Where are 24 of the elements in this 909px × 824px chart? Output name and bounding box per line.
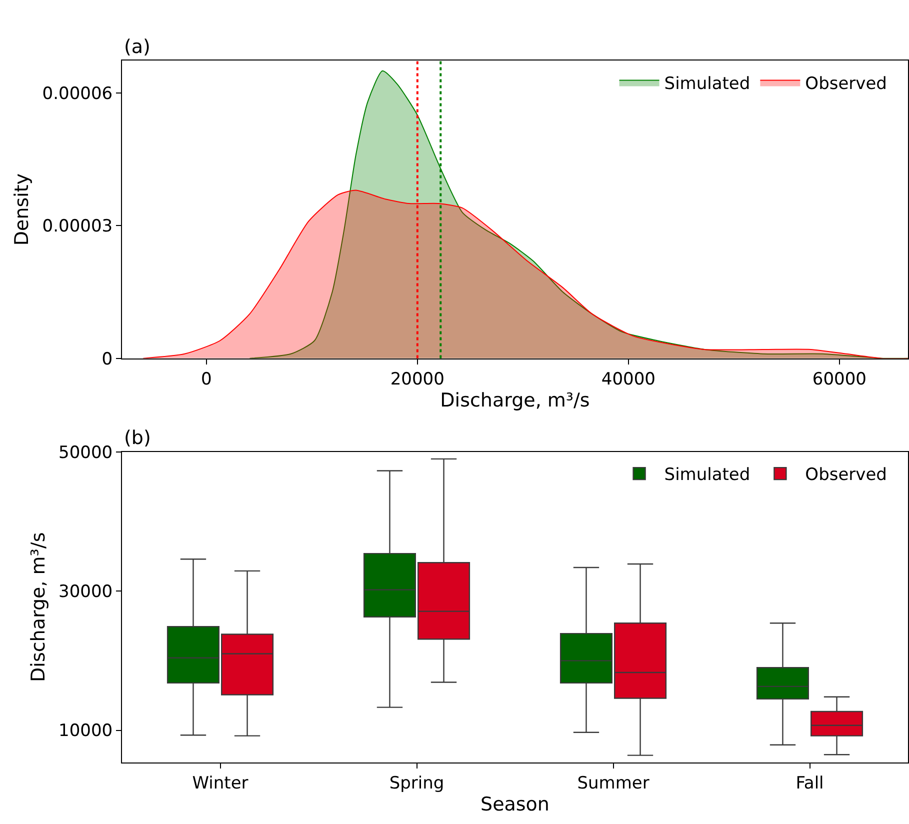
legend-label: Simulated [664, 465, 750, 486]
x-tick-label: 0 [200, 370, 212, 390]
y-axis-title: Density [11, 173, 34, 246]
x-tick-label: 20000 [390, 370, 444, 390]
y-tick-label: 50000 [58, 442, 113, 463]
y-axis-title: Discharge, m³/s [27, 532, 50, 682]
y-tick-label: 0 [102, 349, 113, 370]
chart-title: (b) [124, 427, 151, 449]
y-tick-label: 30000 [58, 582, 113, 602]
x-tick-label: 60000 [812, 370, 866, 390]
legend-label: Observed [805, 465, 887, 486]
x-tick-label: Fall [796, 774, 824, 794]
x-tick-label: 40000 [601, 370, 656, 390]
legend-label: Simulated [664, 74, 750, 94]
y-tick-label: 0.00003 [42, 216, 113, 237]
x-axis-title: Discharge, m³/s [440, 390, 590, 412]
x-tick-label: Spring [389, 774, 444, 794]
x-axis-title: Season [480, 793, 550, 816]
x-tick-label: Winter [192, 774, 248, 794]
x-tick-label: Summer [577, 774, 650, 794]
legend-label: Observed [805, 74, 887, 94]
y-tick-label: 10000 [58, 721, 113, 742]
y-tick-label: 0.00006 [42, 84, 113, 104]
chart-title: (a) [124, 36, 150, 58]
